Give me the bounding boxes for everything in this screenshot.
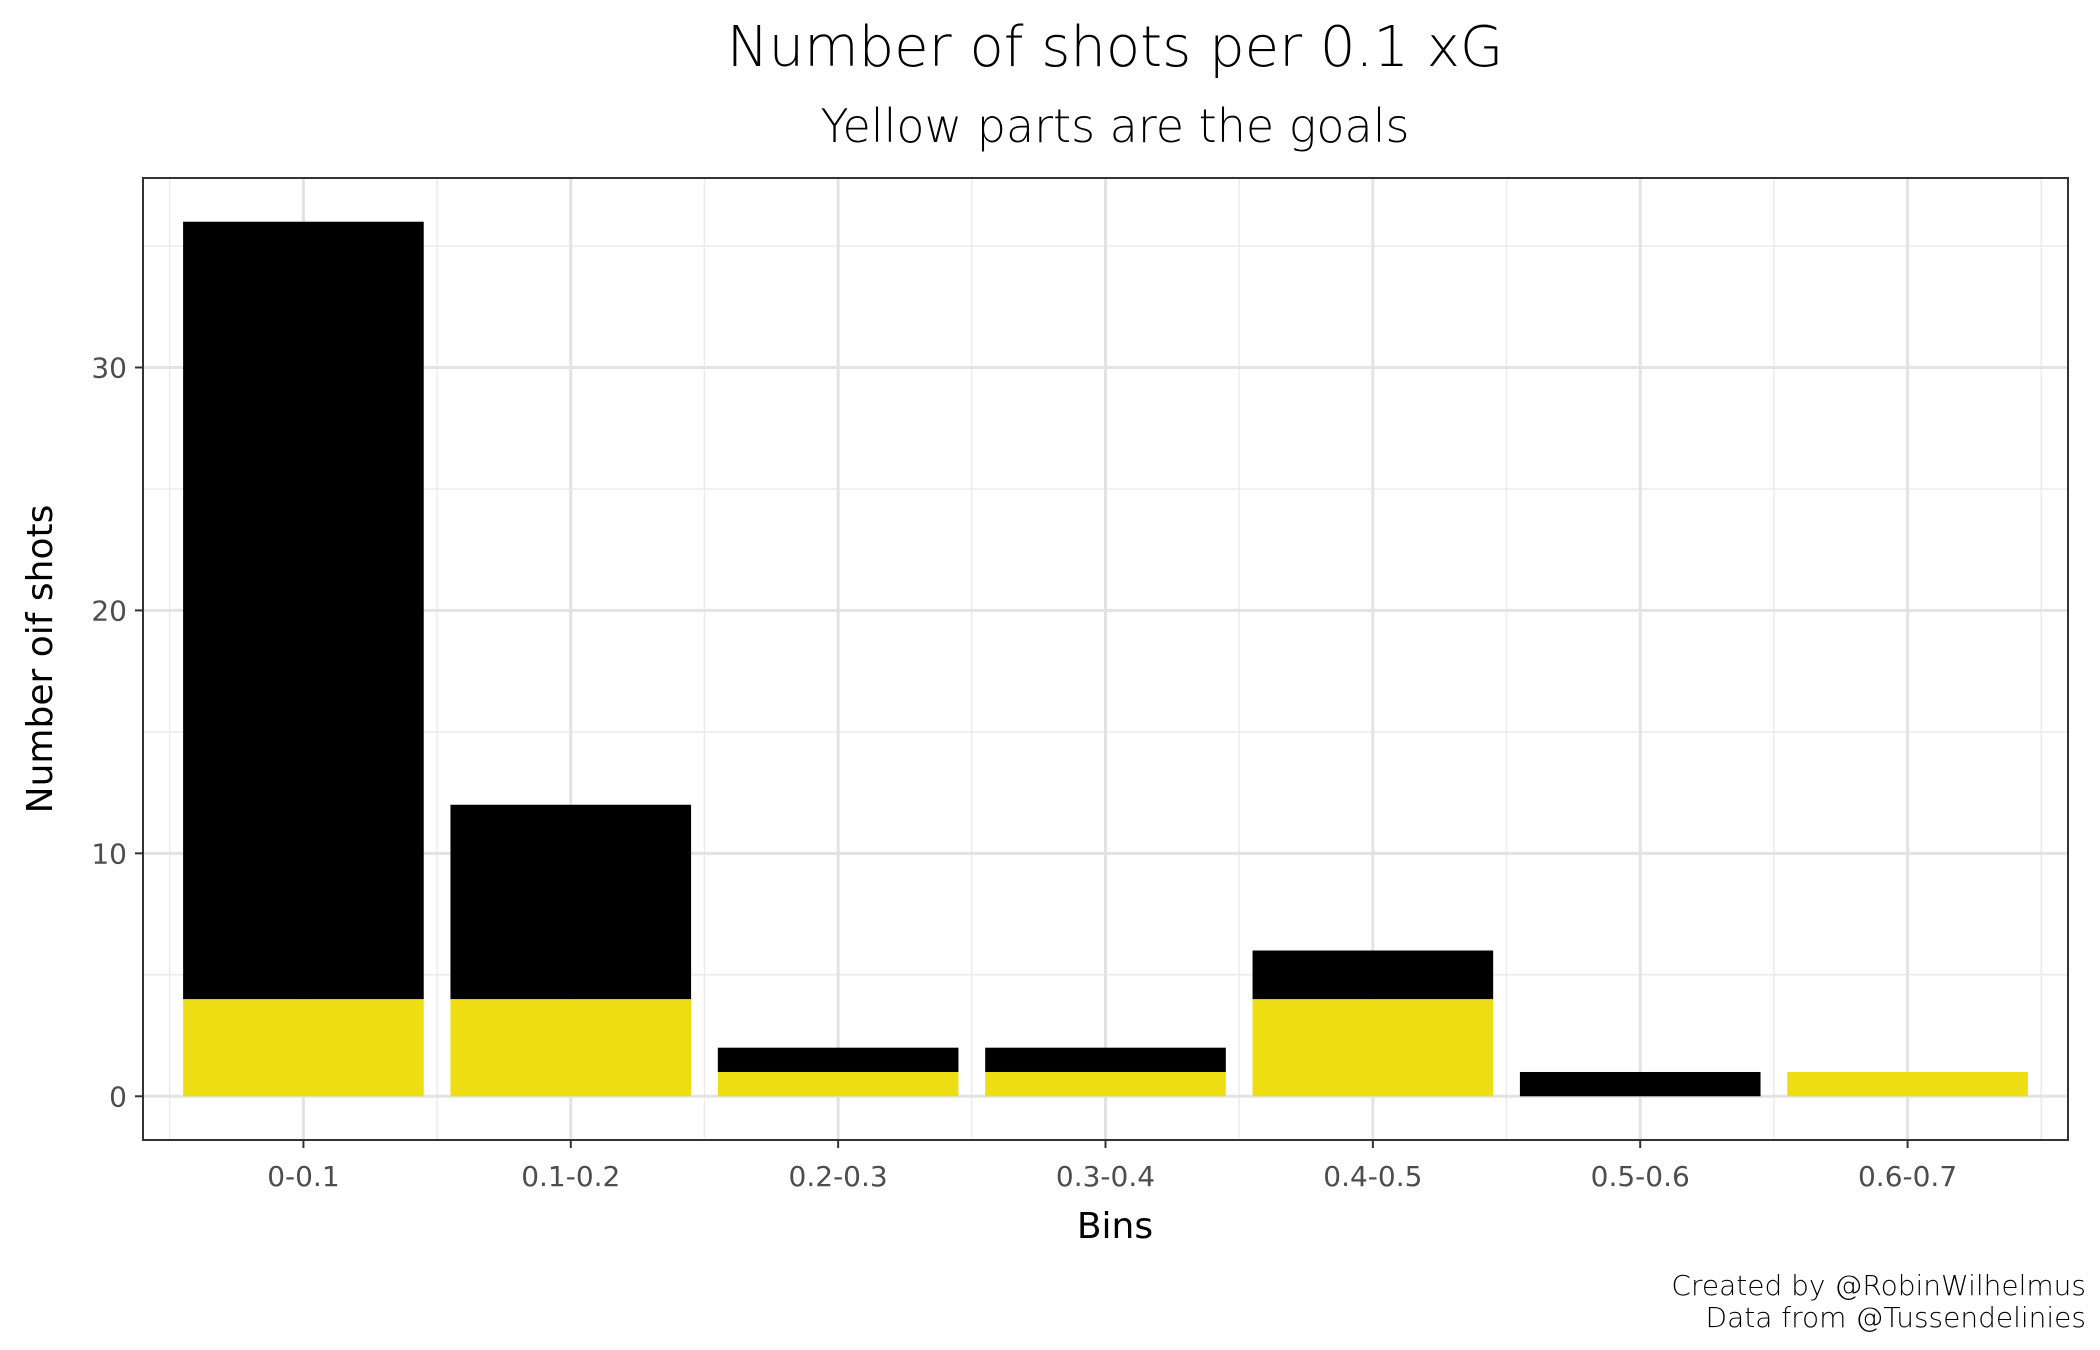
bar-goals — [1787, 1071, 2028, 1097]
bar-shots — [985, 1047, 1226, 1072]
x-tick-label: 0.3-0.4 — [1056, 1160, 1155, 1193]
y-tick-label: 20 — [91, 594, 127, 627]
chart-title: Number of shots per 0.1 xG — [727, 15, 1504, 80]
bar-goals — [183, 999, 424, 1097]
bar-shots — [1519, 1071, 1761, 1097]
x-tick-label: 0.6-0.7 — [1858, 1160, 1957, 1193]
bar-goals — [1252, 999, 1494, 1097]
x-tick-label: 0.2-0.3 — [789, 1160, 888, 1193]
y-tick-label: 0 — [109, 1080, 127, 1113]
y-axis-ticks: 0 10 20 30 — [91, 351, 143, 1113]
bar-shots — [717, 1047, 959, 1072]
x-tick-label: 0.1-0.2 — [521, 1160, 620, 1193]
x-tick-label: 0.5-0.6 — [1591, 1160, 1690, 1193]
y-axis-label: Number oif shots — [20, 505, 61, 814]
bar-goals — [717, 1071, 959, 1097]
x-tick-label: 0-0.1 — [267, 1160, 339, 1193]
x-axis-label: Bins — [1077, 1206, 1153, 1247]
bars — [183, 221, 2028, 1097]
grid-major — [143, 178, 2068, 1140]
y-tick-label: 30 — [91, 351, 127, 384]
x-axis-ticks: 0-0.1 0.1-0.2 0.2-0.3 0.3-0.4 0.4-0.5 0.5-0.6… — [267, 1140, 1957, 1193]
y-tick-label: 10 — [91, 837, 127, 870]
x-tick-label: 0.4-0.5 — [1323, 1160, 1422, 1193]
bar-shots — [450, 804, 692, 1000]
caption-line-2: Data from @Tussendelinies — [1706, 1301, 2086, 1334]
caption-line-1: Created by @RobinWilhelmus — [1671, 1269, 2086, 1302]
bar-shots — [183, 221, 424, 1000]
chart-subtitle: Yellow parts are the goals — [821, 99, 1410, 153]
bar-shots — [1252, 950, 1494, 1000]
bar-goals — [450, 999, 692, 1097]
bar-goals — [985, 1071, 1226, 1097]
